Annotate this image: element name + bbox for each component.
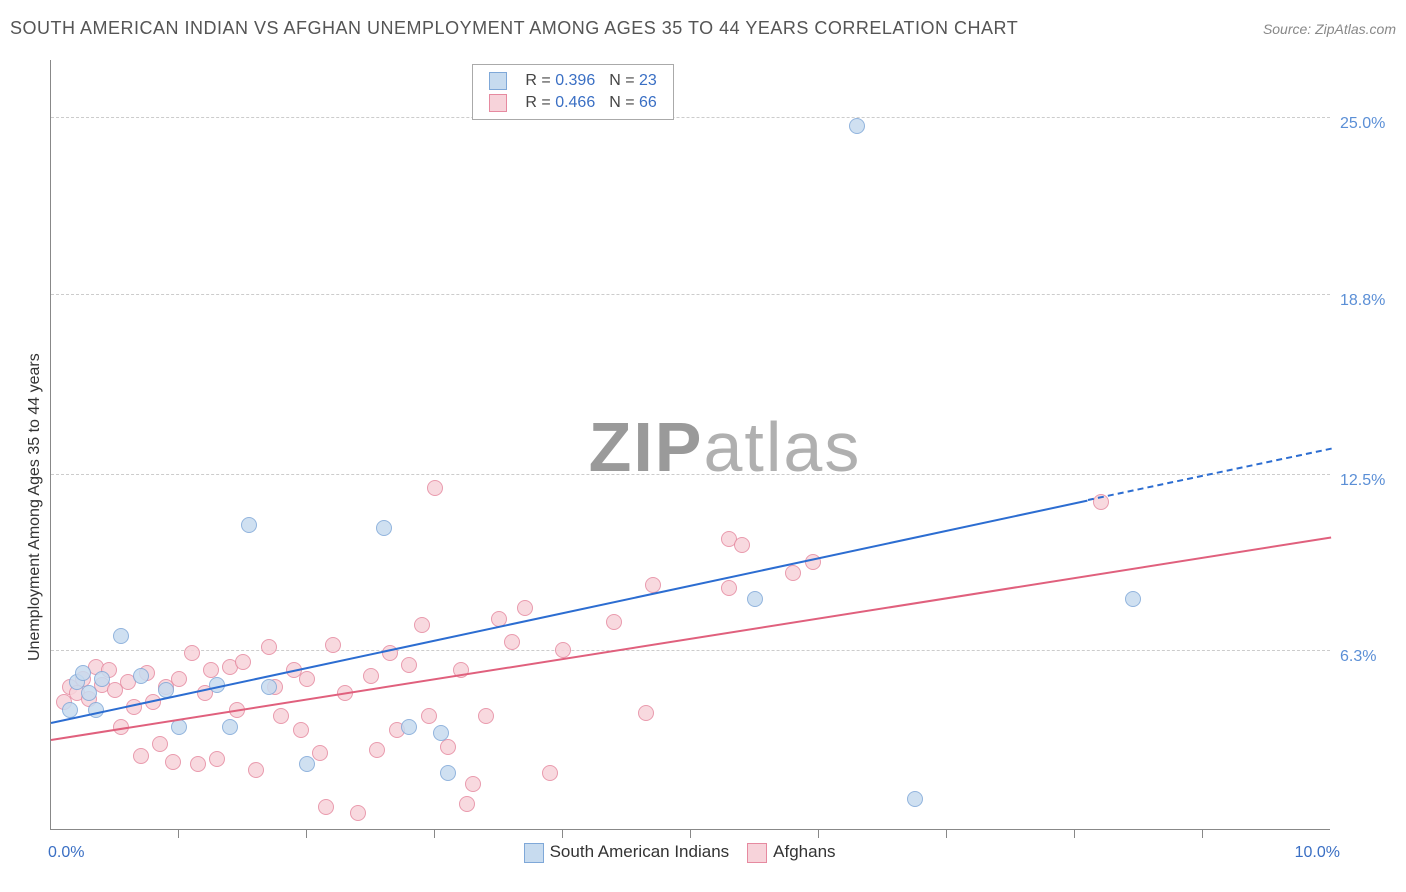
data-point [171, 719, 187, 735]
legend-n-label: N = 23 [603, 71, 663, 91]
data-point [325, 637, 341, 653]
data-point [907, 791, 923, 807]
y-tick-label: 25.0% [1340, 115, 1385, 133]
data-point [248, 762, 264, 778]
data-point [312, 745, 328, 761]
data-point [369, 742, 385, 758]
y-axis-title: Unemployment Among Ages 35 to 44 years [26, 353, 44, 661]
series-legend: South American Indians Afghans [524, 842, 836, 863]
data-point [350, 805, 366, 821]
data-point [440, 765, 456, 781]
legend-n-label: N = 66 [603, 93, 663, 113]
data-point [433, 725, 449, 741]
legend-swatch [747, 843, 767, 863]
data-point [638, 705, 654, 721]
data-point [81, 685, 97, 701]
data-point [414, 617, 430, 633]
data-point [721, 580, 737, 596]
x-tick-mark [818, 830, 819, 838]
data-point [209, 751, 225, 767]
data-point [421, 708, 437, 724]
legend-series-label: Afghans [773, 842, 835, 861]
data-point [184, 645, 200, 661]
data-point [747, 591, 763, 607]
gridline [51, 117, 1330, 118]
data-point [165, 754, 181, 770]
data-point [113, 628, 129, 644]
x-tick-mark [1074, 830, 1075, 838]
trend-line [51, 499, 1088, 723]
data-point [133, 748, 149, 764]
data-point [459, 796, 475, 812]
data-point [849, 118, 865, 134]
data-point [293, 722, 309, 738]
data-point [478, 708, 494, 724]
data-point [401, 719, 417, 735]
x-tick-mark [434, 830, 435, 838]
chart-title: SOUTH AMERICAN INDIAN VS AFGHAN UNEMPLOY… [10, 18, 1018, 39]
data-point [785, 565, 801, 581]
correlation-legend: R = 0.396N = 23R = 0.466N = 66 [472, 64, 673, 120]
x-tick-mark [306, 830, 307, 838]
x-axis-min-label: 0.0% [48, 844, 84, 862]
data-point [517, 600, 533, 616]
y-tick-label: 12.5% [1340, 472, 1385, 490]
data-point [273, 708, 289, 724]
data-point [465, 776, 481, 792]
data-point [261, 679, 277, 695]
data-point [190, 756, 206, 772]
data-point [363, 668, 379, 684]
data-point [555, 642, 571, 658]
legend-swatch [489, 94, 507, 112]
gridline [51, 650, 1330, 651]
scatter-plot-area: ZIPatlas [50, 60, 1330, 830]
data-point [299, 756, 315, 772]
gridline [51, 474, 1330, 475]
source-label: Source: ZipAtlas.com [1263, 21, 1396, 37]
x-tick-mark [178, 830, 179, 838]
legend-series-label: South American Indians [550, 842, 730, 861]
legend-r-label: R = 0.466 [519, 93, 601, 113]
data-point [171, 671, 187, 687]
data-point [401, 657, 417, 673]
data-point [504, 634, 520, 650]
data-point [94, 671, 110, 687]
data-point [734, 537, 750, 553]
y-tick-label: 6.3% [1340, 648, 1376, 666]
x-tick-mark [690, 830, 691, 838]
data-point [261, 639, 277, 655]
y-tick-label: 18.8% [1340, 292, 1385, 310]
data-point [299, 671, 315, 687]
data-point [1125, 591, 1141, 607]
data-point [75, 665, 91, 681]
data-point [427, 480, 443, 496]
data-point [235, 654, 251, 670]
data-point [222, 719, 238, 735]
legend-r-label: R = 0.396 [519, 71, 601, 91]
x-tick-mark [1202, 830, 1203, 838]
data-point [440, 739, 456, 755]
data-point [542, 765, 558, 781]
data-point [318, 799, 334, 815]
trend-line [51, 536, 1331, 740]
data-point [645, 577, 661, 593]
gridline [51, 294, 1330, 295]
x-axis-max-label: 10.0% [1295, 844, 1340, 862]
legend-swatch [489, 72, 507, 90]
x-tick-mark [946, 830, 947, 838]
data-point [376, 520, 392, 536]
data-point [152, 736, 168, 752]
data-point [241, 517, 257, 533]
x-tick-mark [562, 830, 563, 838]
legend-swatch [524, 843, 544, 863]
data-point [606, 614, 622, 630]
data-point [133, 668, 149, 684]
